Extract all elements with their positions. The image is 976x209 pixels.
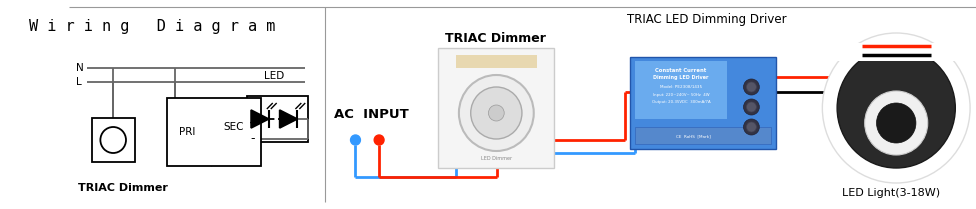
Text: LED: LED <box>264 71 284 81</box>
Text: LED Light(3-18W): LED Light(3-18W) <box>842 188 940 198</box>
Circle shape <box>459 75 534 151</box>
Circle shape <box>744 79 759 95</box>
Circle shape <box>837 48 956 168</box>
Text: N: N <box>76 63 84 73</box>
Text: AC  INPUT: AC INPUT <box>334 108 409 121</box>
Text: Output: 20-35VDC  300mA/7A: Output: 20-35VDC 300mA/7A <box>652 100 711 104</box>
Circle shape <box>823 33 970 183</box>
Circle shape <box>744 119 759 135</box>
Bar <box>92 118 135 162</box>
Circle shape <box>488 105 505 121</box>
Circle shape <box>876 103 915 143</box>
Circle shape <box>350 135 360 145</box>
Circle shape <box>747 82 756 92</box>
Text: Dimming LED Driver: Dimming LED Driver <box>653 75 709 80</box>
Bar <box>456 55 537 68</box>
Circle shape <box>865 91 928 155</box>
Bar <box>635 127 771 144</box>
Text: LED Dimmer: LED Dimmer <box>481 155 511 161</box>
Bar <box>167 98 261 166</box>
Text: PRI: PRI <box>179 127 195 137</box>
Bar <box>438 48 554 168</box>
Text: Constant Current: Constant Current <box>655 68 707 73</box>
Text: L: L <box>76 77 82 87</box>
Text: TRIAC LED Dimming Driver: TRIAC LED Dimming Driver <box>628 14 787 27</box>
Text: TRIAC Dimmer: TRIAC Dimmer <box>78 183 168 193</box>
Text: Model: PE2308/1435: Model: PE2308/1435 <box>660 85 702 89</box>
Circle shape <box>101 127 126 153</box>
Bar <box>630 57 776 149</box>
Circle shape <box>374 135 384 145</box>
Circle shape <box>747 102 756 112</box>
Text: SEC: SEC <box>224 122 244 132</box>
Text: W i r i n g   D i a g r a m: W i r i n g D i a g r a m <box>29 19 276 34</box>
Text: TRIAC Dimmer: TRIAC Dimmer <box>445 32 546 45</box>
Bar <box>635 61 727 119</box>
Polygon shape <box>251 110 268 128</box>
Text: -: - <box>251 133 256 145</box>
Polygon shape <box>280 110 298 128</box>
Circle shape <box>470 87 522 139</box>
Text: CE  RoHS  [Mark]: CE RoHS [Mark] <box>676 134 711 138</box>
Bar <box>247 96 308 142</box>
Circle shape <box>747 122 756 132</box>
Circle shape <box>744 99 759 115</box>
Text: +: + <box>249 118 258 128</box>
Bar <box>833 43 960 61</box>
Text: Input: 220~240V~ 50Hz  4W: Input: 220~240V~ 50Hz 4W <box>653 93 710 97</box>
